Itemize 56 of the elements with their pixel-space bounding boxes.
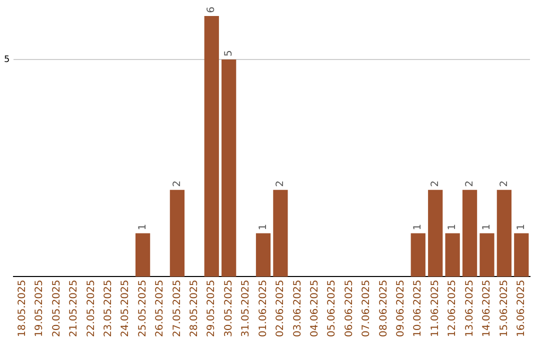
x-tick-label: 31.05.2025 [240,280,252,338]
bar [514,233,529,277]
bar [496,190,512,277]
x-tick-label: 02.06.2025 [275,280,286,338]
data-label: 2 [430,180,441,187]
bar [273,190,288,277]
data-label: 1 [412,224,424,230]
bar [135,233,150,277]
x-tick-label: 28.05.2025 [189,280,200,338]
bar [428,190,443,277]
x-tick-label: 30.05.2025 [223,280,234,338]
x-tick-label: 15.06.2025 [498,280,510,338]
x-tick-label: 08.06.2025 [378,280,390,338]
x-tick-label: 25.05.2025 [137,280,148,338]
bar [256,233,271,277]
x-tick-label: 01.06.2025 [258,280,269,338]
x-tick-label: 23.05.2025 [102,280,114,338]
data-label: 2 [498,180,510,187]
x-tick-label: 16.06.2025 [516,280,527,338]
data-label: 6 [206,6,218,13]
x-tick-label: 04.06.2025 [309,280,320,338]
data-label: 2 [464,180,476,187]
bar [170,190,185,277]
bar [480,233,494,277]
bar [222,59,236,277]
x-tick-label: 14.06.2025 [482,280,493,338]
x-tick-label: 11.06.2025 [430,280,441,338]
x-tick-label: 06.06.2025 [344,280,355,338]
data-label: 2 [275,180,286,187]
x-tick-label: 05.06.2025 [326,280,338,338]
data-label: 5 [223,50,234,56]
x-tick-label: 21.05.2025 [68,280,80,338]
x-tick-label: 13.06.2025 [464,280,476,338]
data-label: 1 [447,224,458,230]
x-tick-label: 24.05.2025 [120,280,132,338]
bar [410,233,426,277]
x-tick-label: 29.05.2025 [206,280,218,338]
x-tick-label: 03.06.2025 [292,280,304,338]
x-tick-label: 22.05.2025 [86,280,97,338]
data-label: 1 [137,224,148,230]
bar [462,190,478,277]
x-tick-label: 09.06.2025 [396,280,407,338]
x-tick-label: 26.05.2025 [154,280,166,338]
data-label: 2 [172,180,183,187]
data-label: 1 [482,224,493,230]
x-tick-label: 18.05.2025 [16,280,28,338]
bar [445,233,460,277]
data-label: 1 [516,224,527,230]
x-tick-label: 07.06.2025 [361,280,372,338]
x-tick-label: 12.06.2025 [447,280,458,338]
x-tick-label: 20.05.2025 [51,280,62,338]
x-tick-label: 19.05.2025 [34,280,46,338]
x-tick-label: 27.05.2025 [172,280,183,338]
bar [204,16,219,277]
data-label: 1 [258,224,269,230]
x-tick-label: 10.06.2025 [412,280,424,338]
